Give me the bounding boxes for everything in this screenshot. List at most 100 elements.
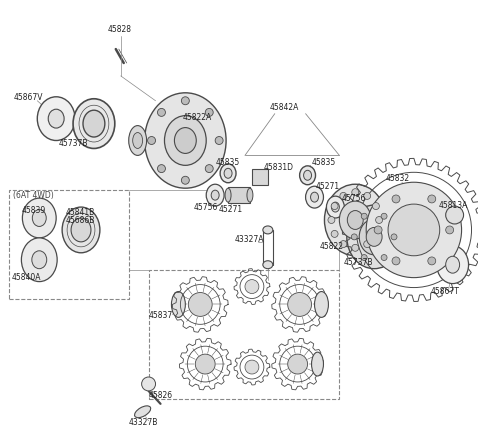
Ellipse shape <box>359 219 389 255</box>
Ellipse shape <box>37 97 75 141</box>
Text: 45686B: 45686B <box>66 216 96 226</box>
Text: 45756: 45756 <box>341 194 366 203</box>
Circle shape <box>428 257 436 265</box>
Ellipse shape <box>347 205 401 268</box>
Text: 45828: 45828 <box>108 25 132 34</box>
Ellipse shape <box>171 292 185 318</box>
Text: 45822: 45822 <box>320 242 344 251</box>
Circle shape <box>361 213 367 219</box>
Circle shape <box>245 279 259 293</box>
Circle shape <box>376 216 383 223</box>
Ellipse shape <box>247 188 253 202</box>
Ellipse shape <box>437 246 468 283</box>
Text: 45737B: 45737B <box>343 258 373 267</box>
Ellipse shape <box>331 202 339 212</box>
Ellipse shape <box>32 251 47 268</box>
Bar <box>149 270 339 399</box>
Ellipse shape <box>348 211 363 230</box>
Circle shape <box>181 176 189 184</box>
Circle shape <box>364 240 371 247</box>
Text: 45822A: 45822A <box>182 113 212 122</box>
Ellipse shape <box>326 196 344 218</box>
Ellipse shape <box>312 352 324 376</box>
Circle shape <box>331 203 338 209</box>
Circle shape <box>372 203 379 209</box>
Ellipse shape <box>73 99 115 148</box>
Ellipse shape <box>71 218 91 242</box>
Ellipse shape <box>311 192 319 202</box>
Text: 45756: 45756 <box>193 203 217 212</box>
Ellipse shape <box>144 93 226 188</box>
Bar <box>228 187 250 203</box>
Text: 45867T: 45867T <box>431 287 460 296</box>
Text: 45837: 45837 <box>149 311 173 320</box>
Circle shape <box>381 254 387 261</box>
Ellipse shape <box>446 256 459 273</box>
Ellipse shape <box>220 164 236 183</box>
Text: (6AT 4WD): (6AT 4WD) <box>13 191 54 200</box>
Ellipse shape <box>339 201 371 239</box>
Text: 43327A: 43327A <box>235 235 264 244</box>
Ellipse shape <box>306 186 324 208</box>
Circle shape <box>142 377 156 391</box>
Ellipse shape <box>48 109 64 128</box>
Ellipse shape <box>83 110 105 137</box>
Circle shape <box>361 254 367 261</box>
Circle shape <box>446 226 454 234</box>
Circle shape <box>340 192 347 199</box>
Ellipse shape <box>300 166 315 185</box>
Circle shape <box>351 234 357 240</box>
Ellipse shape <box>206 184 224 206</box>
Text: 45737B: 45737B <box>58 139 88 148</box>
Text: 43327B: 43327B <box>129 418 158 427</box>
Text: 45867V: 45867V <box>13 93 43 102</box>
Circle shape <box>381 213 387 219</box>
Bar <box>10 190 129 300</box>
Circle shape <box>245 360 259 374</box>
Circle shape <box>205 165 213 173</box>
Ellipse shape <box>134 406 151 418</box>
Circle shape <box>388 204 440 256</box>
Circle shape <box>331 230 338 237</box>
Circle shape <box>392 195 400 203</box>
Ellipse shape <box>263 261 273 268</box>
Text: 45271: 45271 <box>218 205 242 214</box>
Circle shape <box>366 182 462 278</box>
Circle shape <box>352 189 359 196</box>
Circle shape <box>215 137 223 145</box>
Circle shape <box>328 216 335 223</box>
Text: 45841B: 45841B <box>66 208 96 216</box>
Ellipse shape <box>303 170 312 180</box>
Ellipse shape <box>22 238 57 282</box>
Text: 45835: 45835 <box>312 158 336 167</box>
Ellipse shape <box>129 126 146 155</box>
Text: 45842A: 45842A <box>270 103 299 112</box>
Ellipse shape <box>224 168 232 178</box>
Circle shape <box>392 257 400 265</box>
Bar <box>252 170 268 185</box>
Circle shape <box>364 192 371 199</box>
Text: 45826: 45826 <box>149 392 173 400</box>
Circle shape <box>181 97 189 105</box>
Circle shape <box>374 226 382 234</box>
Circle shape <box>188 293 212 316</box>
Ellipse shape <box>165 116 206 165</box>
Circle shape <box>372 230 379 237</box>
Circle shape <box>288 354 308 374</box>
Circle shape <box>147 137 156 145</box>
Circle shape <box>352 244 359 251</box>
Ellipse shape <box>62 207 100 253</box>
Circle shape <box>157 165 166 173</box>
Ellipse shape <box>174 127 196 153</box>
Ellipse shape <box>225 188 231 202</box>
Circle shape <box>391 234 397 240</box>
Ellipse shape <box>132 133 143 148</box>
Ellipse shape <box>211 190 219 200</box>
Circle shape <box>428 195 436 203</box>
Circle shape <box>205 109 213 117</box>
Text: 45835: 45835 <box>215 158 240 167</box>
Text: 45832: 45832 <box>386 174 410 183</box>
Circle shape <box>340 240 347 247</box>
Ellipse shape <box>366 227 382 246</box>
Text: 45840A: 45840A <box>12 273 41 282</box>
